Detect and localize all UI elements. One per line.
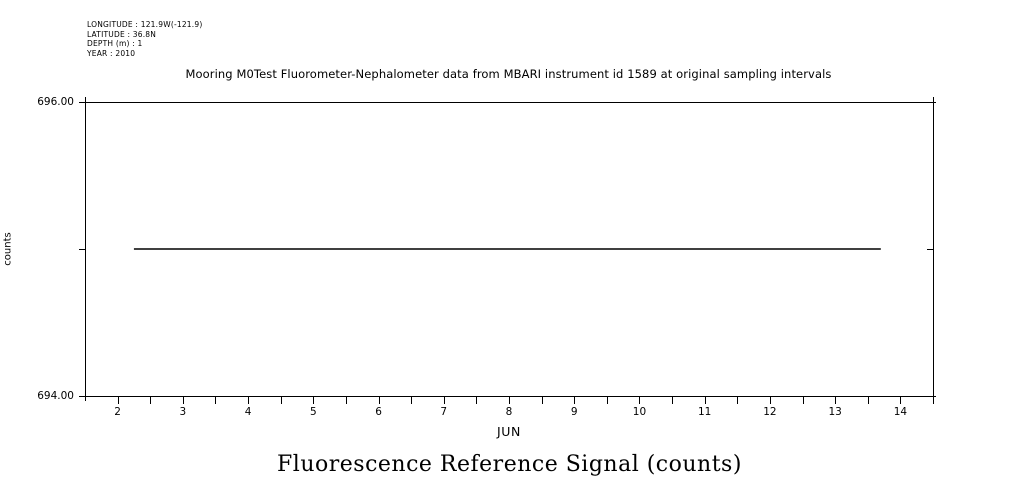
- x-tick-label: 13: [828, 406, 842, 418]
- x-tick-label: 12: [763, 406, 777, 418]
- x-tick-minor: [345, 397, 347, 404]
- metadata-depth: DEPTH (m) : 1: [87, 39, 143, 49]
- x-tick-minor: [215, 397, 217, 404]
- x-tick-minor: [150, 397, 152, 404]
- metadata-longitude: LONGITUDE : 121.9W(-121.9): [87, 20, 203, 29]
- x-tick-major: [182, 397, 184, 404]
- x-tick-major: [509, 397, 510, 404]
- x-tick-label: 8: [505, 406, 513, 418]
- x-tick-major: [117, 397, 119, 404]
- y-tick-label: 696.00: [37, 96, 74, 108]
- x-tick-major: [313, 397, 315, 404]
- bottom-caption-text: Fluorescence Reference Signal (counts): [277, 452, 742, 477]
- chart-title: Mooring M0Test Fluorometer-Nephalometer …: [0, 67, 1009, 81]
- x-tick-minor: [280, 397, 282, 404]
- y-tick-minor: [927, 249, 934, 250]
- x-tick-major: [443, 397, 445, 404]
- x-tick-minor: [541, 397, 543, 404]
- bottom-caption: Fluorescence Reference Signal (counts): [0, 452, 1009, 477]
- x-tick-major: [900, 397, 902, 404]
- x-tick-major: [574, 397, 576, 404]
- x-tick-label: 3: [179, 406, 187, 418]
- series-layer: [133, 248, 881, 250]
- chart-title-text: Mooring M0Test Fluorometer-Nephalometer …: [185, 67, 832, 81]
- x-tick-label: 2: [114, 406, 121, 418]
- x-tick-minor: [802, 397, 804, 404]
- x-tick-label: 11: [698, 406, 712, 418]
- y-tick-major: [927, 396, 934, 397]
- x-tick-major: [378, 397, 380, 404]
- y-tick-major: [79, 396, 86, 397]
- x-tick-label: 14: [893, 406, 908, 418]
- x-tick-minor: [476, 397, 478, 404]
- x-tick-label: 5: [309, 406, 317, 418]
- x-tick-label: 10: [632, 406, 647, 418]
- y-tick-label: 694.00: [37, 390, 74, 402]
- x-axis-title: JUN: [497, 424, 521, 439]
- metadata-block: LONGITUDE : 121.9W(-121.9) LATITUDE : 36…: [87, 20, 202, 58]
- x-tick-major: [769, 397, 771, 404]
- metadata-latitude: LATITUDE : 36.8N: [87, 29, 157, 39]
- x-tick-minor: [933, 397, 934, 404]
- x-tick-label: 6: [375, 406, 382, 418]
- x-tick-minor: [606, 397, 608, 404]
- x-tick-label: 9: [570, 406, 578, 418]
- metadata-year: YEAR : 2010: [87, 48, 136, 58]
- x-tick-major: [835, 397, 837, 404]
- x-tick-major: [639, 397, 641, 404]
- axis-bottom: [85, 396, 936, 397]
- x-tick-minor: [411, 397, 413, 404]
- y-tick-major: [927, 102, 934, 103]
- x-tick-label: 4: [244, 406, 252, 418]
- y-tick-major: [79, 102, 86, 103]
- x-tick-label: 7: [440, 406, 448, 418]
- axis-top: [85, 102, 936, 103]
- x-tick-minor: [737, 397, 739, 404]
- x-tick-major: [704, 397, 706, 404]
- y-tick-minor: [79, 249, 86, 250]
- plot-area: 2 3 4 5 6 7 8 9 10 11 12 13 14 696.00 694.00: [37, 96, 936, 418]
- x-tick-minor: [867, 397, 869, 404]
- x-tick-minor: [672, 397, 674, 404]
- y-axis-title: counts: [2, 232, 14, 266]
- x-tick-major: [248, 397, 250, 404]
